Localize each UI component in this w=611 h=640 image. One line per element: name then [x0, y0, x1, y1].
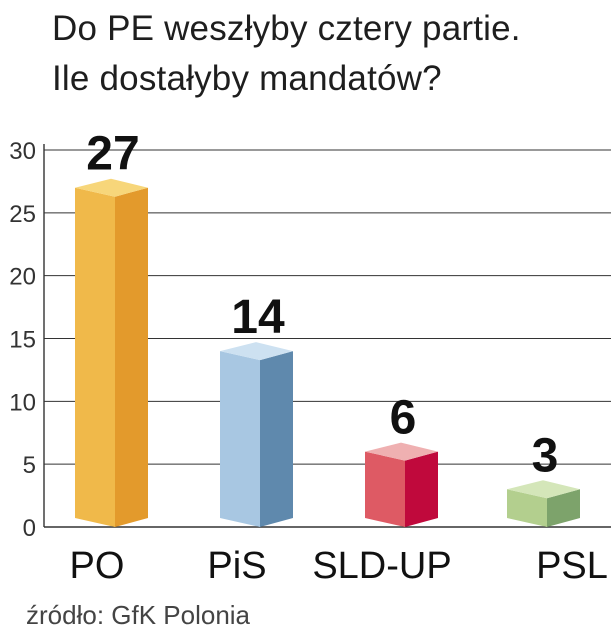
source-note: źródło: GfK Polonia [26, 600, 251, 630]
y-tick-label: 15 [9, 327, 36, 354]
y-tick-label: 30 [9, 138, 36, 165]
bar-pis [220, 342, 293, 527]
category-label: SLD-UP [312, 545, 451, 587]
y-tick-label: 20 [9, 264, 36, 291]
category-label: PO [70, 545, 125, 587]
bar-top-face [365, 442, 438, 461]
bar-front-face [75, 187, 115, 527]
y-tick-label: 25 [9, 201, 36, 228]
bar-sld-up [365, 442, 438, 527]
bar-front-face [507, 489, 547, 527]
bar-value-label: 6 [390, 392, 417, 445]
bar-side-face [115, 187, 148, 527]
bar-psl [507, 480, 580, 527]
bar-top-face [75, 178, 148, 197]
bar-top-face [220, 342, 293, 361]
category-label: PSL [536, 545, 608, 587]
y-tick-label: 0 [23, 515, 36, 542]
bar-value-label: 14 [231, 291, 285, 344]
bar-side-face [405, 451, 438, 527]
title-line-1: Do PE weszłyby cztery partie. [52, 9, 521, 48]
bar-side-face [260, 351, 293, 527]
bar-value-label: 27 [86, 128, 139, 181]
bar-side-face [547, 489, 580, 527]
y-tick-label: 5 [23, 452, 36, 479]
chart-title: Do PE weszłyby cztery partie. Ile dostał… [52, 4, 521, 104]
category-label: PiS [207, 545, 266, 587]
bar-chart: 0 5 10 15 20 25 30 27 PO 14 PiS 6 SLD-UP 3 PSL [9, 128, 611, 587]
title-line-2: Ile dostałyby mandatów? [52, 59, 442, 98]
y-tick-label: 10 [9, 389, 36, 416]
bar-front-face [365, 451, 405, 527]
bar-front-face [220, 351, 260, 527]
bar-top-face [507, 480, 580, 499]
bar-po [75, 178, 148, 527]
bar-value-label: 3 [532, 429, 559, 482]
